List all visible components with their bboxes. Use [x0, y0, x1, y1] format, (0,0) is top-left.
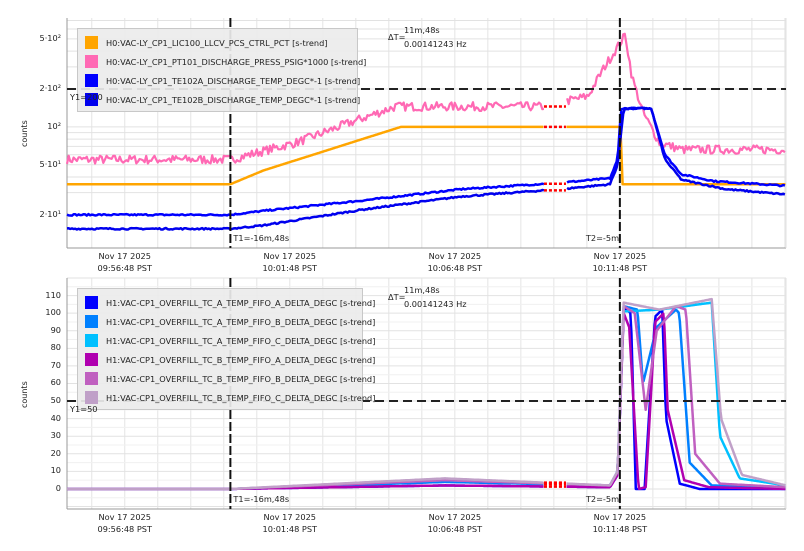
y-tick-label: 40	[50, 412, 61, 423]
x-tick-time: 10:11:48 PST	[592, 263, 648, 273]
x-tick-date: Nov 17 2025	[98, 251, 151, 261]
series-line	[66, 477, 544, 491]
legend-item[interactable]: H0:VAC-LY_CP1_TE102B_DISCHARGE_TEMP_DEGC…	[78, 90, 361, 109]
t2-cursor-label: T2=-5m	[585, 233, 620, 243]
top-legend: H0:VAC-LY_CP1_LIC100_LLCV_PCS_CTRL_PCT […	[77, 28, 366, 112]
legend-item[interactable]: H1:VAC-CP1_OVERFILL_TC_B_TEMP_FIFO_C_DEL…	[78, 388, 375, 407]
x-tick-date: Nov 17 2025	[593, 251, 647, 261]
y-tick-label: 10²	[47, 120, 61, 131]
delta-t-frequency: 0.00141243 Hz	[404, 39, 467, 49]
series-line	[566, 32, 786, 155]
legend-label: H0:VAC-LY_CP1_PT101_DISCHARGE_PRESS_PSIG…	[106, 56, 367, 67]
legend-label: H0:VAC-LY_CP1_TE102A_DISCHARGE_TEMP_DEGC…	[106, 75, 361, 86]
legend-label: H1:VAC-CP1_OVERFILL_TC_B_TEMP_FIFO_A_DEL…	[106, 354, 376, 365]
series-line	[566, 106, 786, 196]
series-line	[66, 125, 544, 186]
y1-cursor-label: Y1=50	[70, 404, 98, 415]
legend-item[interactable]: H0:VAC-LY_CP1_TE102A_DISCHARGE_TEMP_DEGC…	[78, 71, 361, 90]
legend-item[interactable]: H1:VAC-CP1_OVERFILL_TC_A_TEMP_FIFO_A_DEL…	[78, 293, 375, 312]
delta-t-frequency: 0.00141243 Hz	[404, 299, 467, 309]
legend-swatch	[85, 391, 98, 404]
x-tick-time: 10:01:48 PST	[262, 524, 318, 534]
y-tick-label: 70	[50, 359, 61, 370]
legend-swatch	[85, 353, 98, 366]
x-tick-time: 10:06:48 PST	[427, 524, 483, 534]
x-tick-time: 10:01:48 PST	[262, 263, 318, 273]
y-axis-label: counts	[20, 380, 29, 408]
legend-item[interactable]: H1:VAC-CP1_OVERFILL_TC_B_TEMP_FIFO_B_DEL…	[78, 369, 375, 388]
x-tick-date: Nov 17 2025	[263, 512, 316, 522]
x-tick-date: Nov 17 2025	[428, 512, 482, 522]
legend-swatch	[85, 296, 98, 309]
series-line	[65, 101, 545, 165]
y-tick-label: 0	[55, 482, 61, 493]
series-line	[566, 301, 786, 487]
y-tick-label: 5·10²	[39, 32, 61, 43]
legend-swatch	[85, 315, 98, 328]
x-tick-date: Nov 17 2025	[98, 512, 151, 522]
legend-swatch	[85, 334, 98, 347]
x-tick-time: 09:56:48 PST	[97, 263, 152, 273]
series-line	[566, 311, 786, 491]
y-tick-label: 2·10²	[39, 82, 61, 93]
y-tick-label: 50	[50, 395, 61, 406]
series-line	[566, 125, 786, 186]
legend-label: H1:VAC-CP1_OVERFILL_TC_B_TEMP_FIFO_B_DEL…	[106, 373, 376, 384]
bottom-legend: H1:VAC-CP1_OVERFILL_TC_A_TEMP_FIFO_A_DEL…	[77, 288, 375, 410]
legend-swatch	[85, 36, 98, 49]
t2-cursor-label: T2=-5m	[585, 494, 620, 504]
legend-item[interactable]: H0:VAC-LY_CP1_PT101_DISCHARGE_PRESS_PSIG…	[78, 52, 366, 71]
delta-t-label: ΔT=	[388, 32, 406, 42]
delta-t-label: ΔT=	[388, 292, 406, 302]
x-tick-date: Nov 17 2025	[428, 251, 482, 261]
legend-label: H1:VAC-CP1_OVERFILL_TC_A_TEMP_FIFO_C_DEL…	[106, 335, 376, 346]
series-line	[566, 106, 786, 188]
legend-label: H0:VAC-LY_CP1_TE102B_DISCHARGE_TEMP_DEGC…	[106, 94, 361, 105]
legend-swatch	[85, 93, 98, 106]
x-tick-date: Nov 17 2025	[593, 512, 647, 522]
x-tick-time: 10:06:48 PST	[427, 263, 483, 273]
legend-item[interactable]: H0:VAC-LY_CP1_LIC100_LLCV_PCS_CTRL_PCT […	[78, 33, 357, 52]
series-line	[66, 182, 545, 217]
series-line	[566, 306, 786, 491]
y-tick-label: 60	[50, 377, 61, 388]
x-tick-date: Nov 17 2025	[263, 251, 316, 261]
legend-swatch	[85, 55, 98, 68]
legend-label: H1:VAC-CP1_OVERFILL_TC_A_TEMP_FIFO_A_DEL…	[106, 297, 376, 308]
y-tick-label: 100	[45, 307, 61, 318]
legend-label: H1:VAC-CP1_OVERFILL_TC_B_TEMP_FIFO_C_DEL…	[106, 392, 376, 403]
series-line	[66, 188, 545, 231]
x-tick-time: 10:11:48 PST	[592, 524, 648, 534]
y-tick-label: 20	[50, 447, 61, 458]
legend-swatch	[85, 74, 98, 87]
t1-cursor-label: T1=-16m,48s	[233, 233, 290, 243]
t1-cursor-label: T1=-16m,48s	[233, 494, 290, 504]
y-tick-label: 2·10¹	[39, 208, 61, 219]
legend-item[interactable]: H1:VAC-CP1_OVERFILL_TC_B_TEMP_FIFO_A_DEL…	[78, 350, 375, 369]
y-tick-label: 10	[50, 465, 61, 476]
y-tick-label: 30	[50, 430, 61, 441]
legend-swatch	[85, 372, 98, 385]
delta-t-value: 11m,48s	[404, 285, 440, 295]
y-tick-label: 80	[50, 342, 61, 353]
legend-item[interactable]: H1:VAC-CP1_OVERFILL_TC_A_TEMP_FIFO_B_DEL…	[78, 312, 375, 331]
y-tick-label: 90	[50, 324, 61, 335]
delta-t-value: 11m,48s	[404, 25, 440, 35]
x-tick-time: 09:56:48 PST	[97, 524, 152, 534]
series-line	[566, 297, 786, 487]
y-tick-label: 110	[45, 289, 61, 300]
y1-cursor-label: Y1=200	[70, 91, 103, 102]
legend-label: H1:VAC-CP1_OVERFILL_TC_A_TEMP_FIFO_B_DEL…	[106, 316, 376, 327]
legend-item[interactable]: H1:VAC-CP1_OVERFILL_TC_A_TEMP_FIFO_C_DEL…	[78, 331, 375, 350]
y-tick-label: 5·10¹	[39, 158, 61, 169]
y-axis-label: counts	[20, 120, 29, 147]
legend-label: H0:VAC-LY_CP1_LIC100_LLCV_PCS_CTRL_PCT […	[106, 37, 328, 48]
